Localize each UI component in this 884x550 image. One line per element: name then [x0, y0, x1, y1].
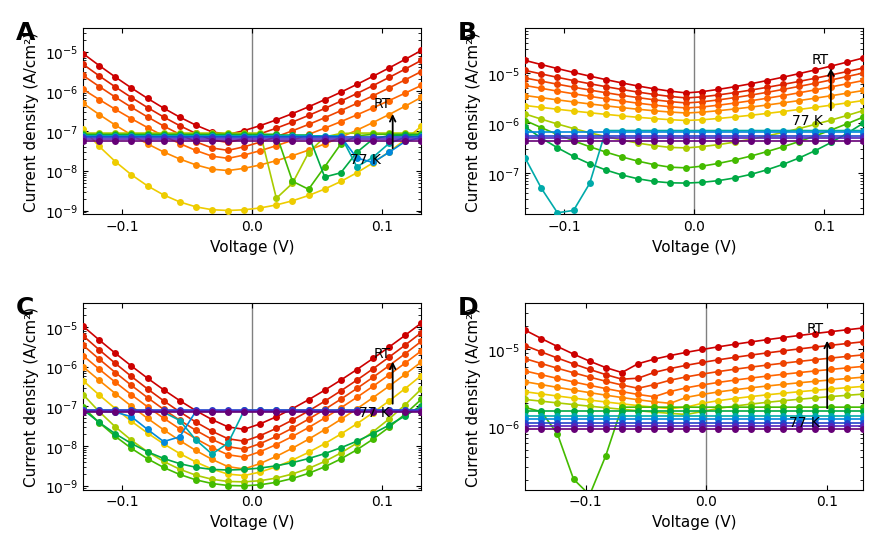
Text: RT: RT [806, 321, 824, 336]
Text: 77 K: 77 K [359, 406, 390, 420]
Y-axis label: Current density (A/cm²): Current density (A/cm²) [24, 307, 39, 487]
Y-axis label: Current density (A/cm²): Current density (A/cm²) [24, 32, 39, 212]
Text: D: D [458, 296, 478, 320]
X-axis label: Voltage (V): Voltage (V) [210, 514, 294, 529]
Text: 77 K: 77 K [350, 152, 380, 167]
Y-axis label: Current density (A/cm²): Current density (A/cm²) [466, 32, 481, 212]
Text: A: A [16, 21, 34, 45]
Text: RT: RT [812, 53, 828, 67]
Text: 77 K: 77 K [789, 416, 819, 430]
Text: C: C [16, 296, 34, 320]
Text: 77 K: 77 K [792, 114, 822, 128]
X-axis label: Voltage (V): Voltage (V) [652, 239, 736, 254]
Text: B: B [458, 21, 476, 45]
X-axis label: Voltage (V): Voltage (V) [652, 514, 736, 529]
Text: RT: RT [373, 97, 390, 111]
Y-axis label: Current density (A/cm²): Current density (A/cm²) [466, 307, 481, 487]
Text: RT: RT [373, 346, 390, 360]
X-axis label: Voltage (V): Voltage (V) [210, 239, 294, 254]
